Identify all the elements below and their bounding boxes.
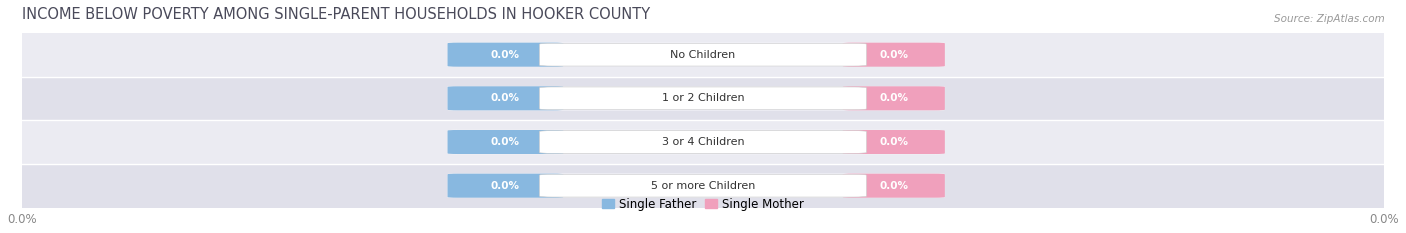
Text: 5 or more Children: 5 or more Children (651, 181, 755, 191)
FancyBboxPatch shape (540, 43, 866, 66)
Text: INCOME BELOW POVERTY AMONG SINGLE-PARENT HOUSEHOLDS IN HOOKER COUNTY: INCOME BELOW POVERTY AMONG SINGLE-PARENT… (21, 7, 650, 22)
FancyBboxPatch shape (447, 174, 945, 198)
FancyBboxPatch shape (447, 43, 564, 67)
FancyBboxPatch shape (447, 43, 945, 67)
Legend: Single Father, Single Mother: Single Father, Single Mother (598, 193, 808, 216)
FancyBboxPatch shape (447, 130, 564, 154)
Text: 0.0%: 0.0% (491, 50, 520, 60)
Text: 3 or 4 Children: 3 or 4 Children (662, 137, 744, 147)
FancyBboxPatch shape (447, 86, 945, 110)
Text: 0.0%: 0.0% (879, 93, 908, 103)
Text: Source: ZipAtlas.com: Source: ZipAtlas.com (1274, 14, 1385, 24)
Bar (21, 76, 1385, 120)
Text: 1 or 2 Children: 1 or 2 Children (662, 93, 744, 103)
Text: 0.0%: 0.0% (879, 50, 908, 60)
FancyBboxPatch shape (447, 130, 945, 154)
Text: No Children: No Children (671, 50, 735, 60)
Text: 0.0%: 0.0% (879, 137, 908, 147)
FancyBboxPatch shape (540, 87, 866, 110)
FancyBboxPatch shape (842, 174, 945, 198)
FancyBboxPatch shape (540, 174, 866, 197)
Bar (21, 164, 1385, 208)
Text: 0.0%: 0.0% (879, 181, 908, 191)
Bar (21, 120, 1385, 164)
FancyBboxPatch shape (540, 131, 866, 153)
Text: 0.0%: 0.0% (491, 181, 520, 191)
Text: 0.0%: 0.0% (491, 93, 520, 103)
Text: 0.0%: 0.0% (491, 137, 520, 147)
FancyBboxPatch shape (447, 174, 564, 198)
FancyBboxPatch shape (842, 130, 945, 154)
FancyBboxPatch shape (842, 43, 945, 67)
FancyBboxPatch shape (842, 86, 945, 110)
Bar (21, 33, 1385, 76)
FancyBboxPatch shape (447, 86, 564, 110)
